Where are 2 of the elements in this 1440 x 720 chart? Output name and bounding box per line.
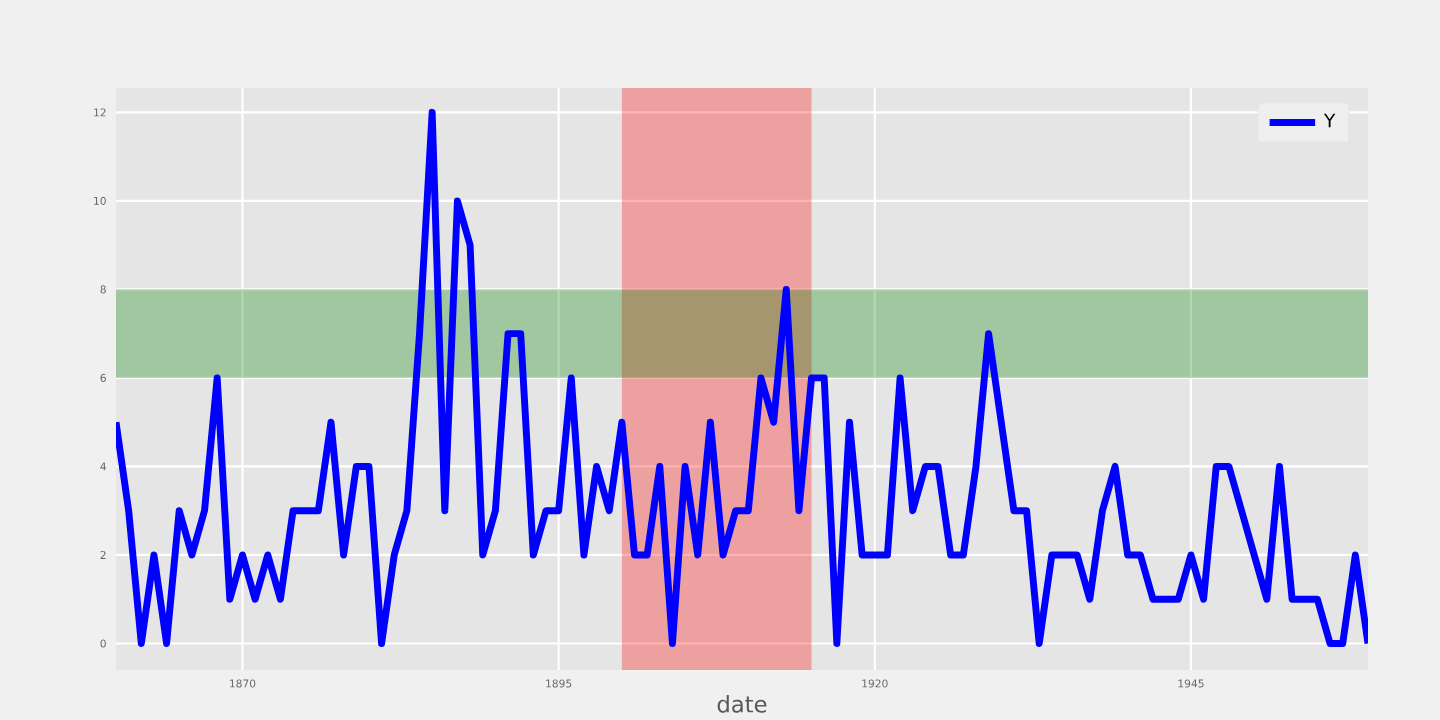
x-axis-title: date bbox=[717, 695, 767, 713]
legend-label: Y bbox=[1323, 113, 1336, 128]
